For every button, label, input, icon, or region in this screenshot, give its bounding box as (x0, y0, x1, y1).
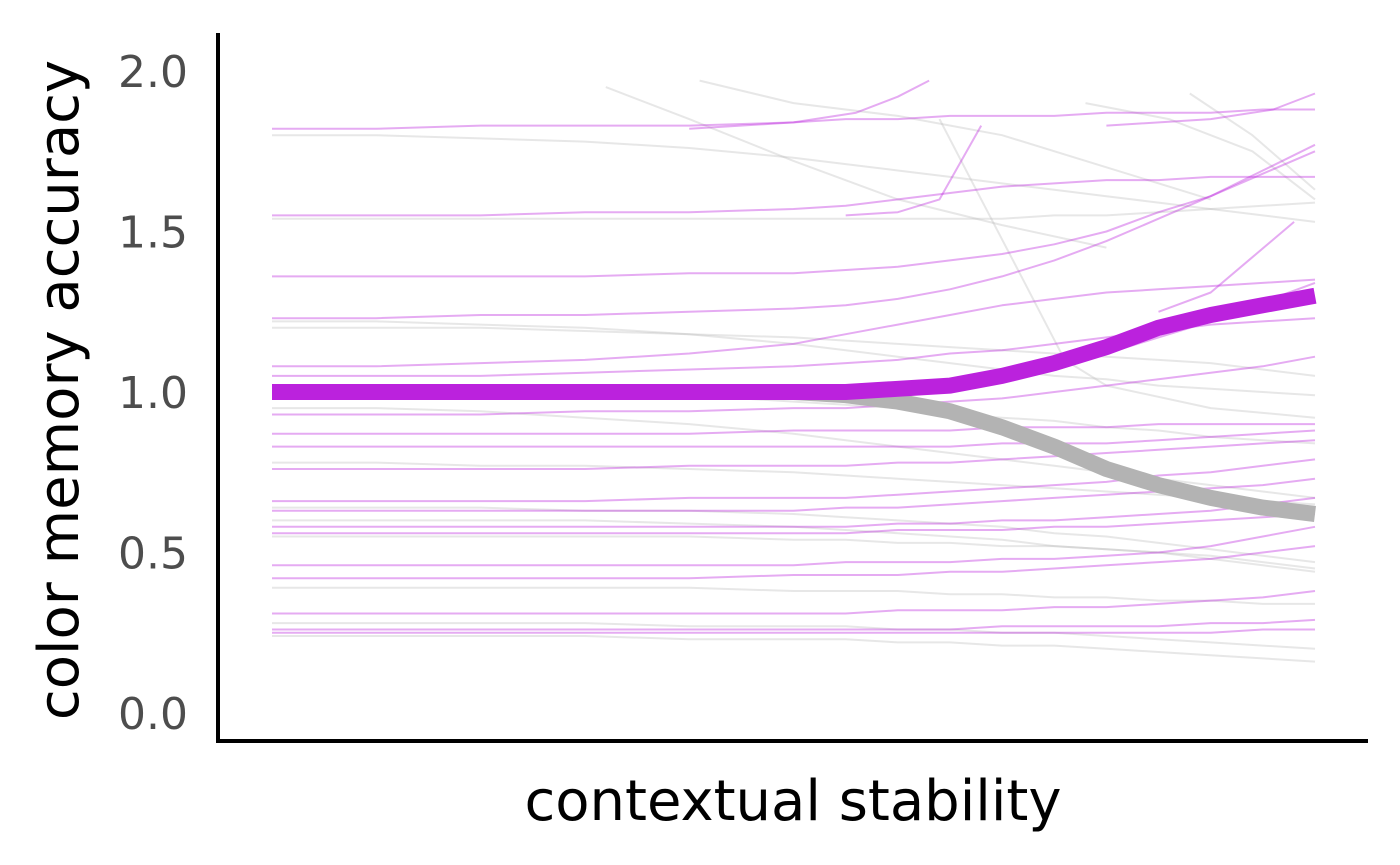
mean-lines (272, 287, 1317, 522)
y-tick-label: 0.0 (118, 689, 188, 740)
purple-individual-line (1158, 221, 1295, 313)
gray-individual-line (272, 407, 1316, 499)
gray-individual-line (699, 79, 1211, 201)
gray-individual-line (605, 86, 1107, 249)
purple-individual-line (272, 429, 1316, 448)
purple-individual-line (272, 458, 1316, 503)
y-tick-label: 1.5 (118, 208, 188, 259)
purple-individual-line (272, 281, 1316, 400)
purple-mean-line (272, 287, 1317, 400)
purple-individual-line (272, 278, 1316, 368)
gray-individual-line (272, 586, 1315, 605)
gray-individual-line (272, 320, 1316, 397)
purple-individual-line (272, 628, 1315, 634)
purple-individual-line (272, 590, 1316, 615)
y-tick-label: 1.0 (118, 368, 188, 419)
gray-individual-line (272, 622, 1316, 650)
purple-individual-line (845, 125, 983, 217)
gray-individual-line (1189, 92, 1316, 191)
x-axis-title: contextual stability (524, 769, 1061, 834)
purple-individual-line (272, 150, 1316, 320)
purple-individual-lines (272, 79, 1316, 634)
y-axis-title: color memory accuracy (27, 60, 92, 720)
gray-individual-line (272, 635, 1316, 663)
y-tick-label: 2.0 (118, 47, 188, 98)
gray-individual-line (272, 535, 1316, 570)
y-tick-label: 0.5 (118, 529, 188, 580)
purple-individual-line (272, 108, 1315, 130)
y-tick-labels: 0.0 0.5 1.0 1.5 2.0 (118, 47, 188, 740)
gray-individual-line (272, 326, 1316, 377)
purple-individual-line (272, 618, 1316, 631)
gray-individual-line (272, 506, 1316, 564)
purple-individual-line (272, 545, 1316, 580)
purple-individual-line (272, 175, 1315, 217)
purple-individual-line (1106, 92, 1316, 127)
purple-individual-line (272, 439, 1316, 470)
gray-individual-line (1085, 102, 1316, 201)
gray-individual-line (272, 519, 1316, 573)
gray-individual-line (272, 201, 1316, 220)
purple-individual-line (272, 143, 1316, 278)
purple-individual-line (272, 423, 1315, 435)
purple-individual-line (272, 496, 1316, 528)
gray-individual-line (272, 134, 1316, 223)
purple-individual-line (272, 525, 1316, 567)
purple-individual-line (272, 513, 1316, 535)
purple-individual-line (689, 79, 930, 130)
